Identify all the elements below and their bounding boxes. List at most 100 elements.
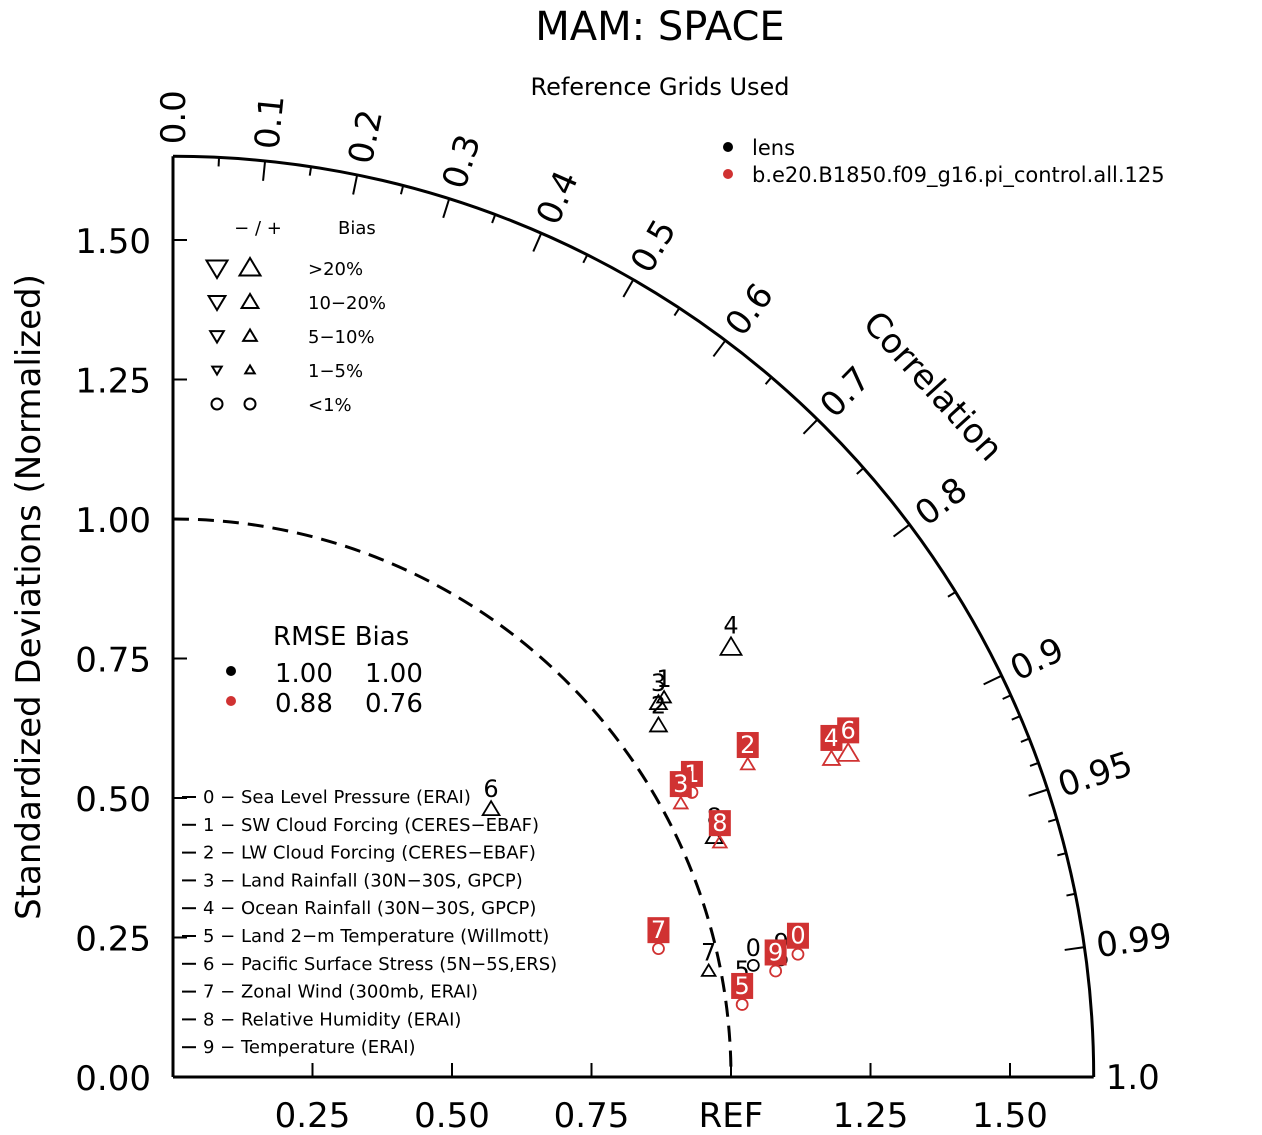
corr-minor-tick bbox=[673, 307, 681, 317]
x-tick-label: 0.50 bbox=[414, 1096, 490, 1135]
corr-major-tick bbox=[622, 279, 635, 298]
data-point-label-box bbox=[764, 939, 787, 966]
y-tick-label: 0.50 bbox=[75, 780, 151, 820]
data-point-label-box bbox=[820, 724, 843, 751]
data-marker-circle bbox=[735, 998, 749, 1011]
corr-tick-label: 0.4 bbox=[529, 165, 587, 231]
variable-list: 0 − Sea Level Pressure (ERAI) 1 − SW Clou… bbox=[182, 787, 557, 1058]
stats-bias: 0.76 bbox=[365, 689, 423, 719]
corr-major-tick bbox=[352, 174, 359, 195]
bias-key-label: 5−10% bbox=[308, 327, 375, 348]
corr-major-tick bbox=[442, 198, 451, 219]
stats-marker bbox=[226, 666, 236, 676]
corr-major-tick bbox=[1064, 946, 1085, 951]
data-point-label-box bbox=[708, 810, 731, 837]
y-tick-label: 0.00 bbox=[75, 1059, 151, 1099]
corr-major-tick bbox=[1028, 788, 1048, 797]
corr-major-tick bbox=[712, 339, 727, 358]
data-point-label-box bbox=[736, 732, 759, 759]
data-marker-triangle bbox=[739, 756, 757, 771]
corr-tick-label: 0.2 bbox=[341, 106, 391, 167]
legend-label: lens bbox=[752, 136, 795, 160]
y-axis-ticks: 0.00 0.25 0.50 0.75 1.00 1.25 1.50 bbox=[75, 222, 187, 1099]
data-point-label: 6 bbox=[483, 775, 498, 803]
reference-arc bbox=[172, 517, 733, 1078]
variable-item: 1 − SW Cloud Forcing (CERES−EBAF) bbox=[203, 815, 539, 836]
corr-minor-tick bbox=[1011, 715, 1021, 721]
bias-key: − / + Bias >20% 10−20% 5−10% 1−5% <1% bbox=[204, 218, 386, 416]
data-point-label-box bbox=[837, 717, 860, 744]
data-marker-circle bbox=[746, 959, 760, 972]
data-point-label: 2 bbox=[740, 731, 755, 759]
data-point-label: 7 bbox=[701, 938, 716, 966]
data-marker-triangle bbox=[655, 689, 673, 704]
data-point-label-box bbox=[731, 972, 754, 999]
bias-key-circle bbox=[243, 397, 257, 411]
data-point-label: 2 bbox=[651, 691, 666, 719]
data-marker-triangle bbox=[648, 715, 669, 733]
data-point-label: 1 bbox=[656, 665, 671, 693]
y-tick-label: 1.50 bbox=[75, 222, 151, 262]
bias-key-up-triangle bbox=[239, 292, 261, 309]
corr-tick-label: 0.3 bbox=[435, 130, 489, 194]
corr-minor-tick bbox=[399, 185, 405, 195]
variable-item: 5 − Land 2−m Temperature (Willmott) bbox=[203, 926, 549, 947]
bias-key-down-triangle bbox=[210, 365, 224, 377]
variable-item: 4 − Ocean Rainfall (30N−30S, GPCP) bbox=[203, 898, 536, 919]
corr-major-tick bbox=[983, 674, 1003, 686]
x-tick-label: REF bbox=[699, 1096, 764, 1135]
plot-frame bbox=[171, 154, 1096, 1079]
corr-minor-tick bbox=[1002, 694, 1012, 700]
bias-key-circle bbox=[210, 397, 224, 411]
y-tick-label: 0.75 bbox=[75, 641, 151, 681]
data-point-label: 0 bbox=[746, 934, 761, 962]
corr-tick-label: 0.99 bbox=[1094, 916, 1175, 966]
corr-major-tick bbox=[262, 160, 267, 181]
bias-key-up-triangle bbox=[243, 363, 257, 375]
legend-marker bbox=[723, 142, 733, 152]
corr-minor-tick bbox=[856, 467, 865, 475]
corr-tick-label: 0.7 bbox=[812, 359, 878, 426]
y-axis-label: Standardized Deviations (Normalized) bbox=[9, 274, 49, 920]
data-marker-triangle bbox=[700, 962, 718, 977]
data-point-label: 6 bbox=[841, 716, 856, 744]
corr-major-tick bbox=[532, 232, 543, 252]
data-point-label-box bbox=[786, 922, 809, 949]
x-tick-label: 1.50 bbox=[972, 1096, 1048, 1135]
variable-item: 9 − Temperature (ERAI) bbox=[203, 1037, 416, 1058]
data-point-label: 9 bbox=[768, 938, 783, 966]
stats-bias: 1.00 bbox=[365, 659, 423, 689]
data-point-label-box bbox=[669, 771, 692, 798]
variable-item: 0 − Sea Level Pressure (ERAI) bbox=[203, 787, 471, 808]
data-points: 01234567890123456789 bbox=[481, 611, 861, 1011]
corr-minor-tick bbox=[582, 254, 589, 264]
bias-key-up-triangle bbox=[241, 327, 259, 342]
legend-marker bbox=[723, 169, 733, 179]
data-marker-circle bbox=[769, 964, 783, 978]
corr-minor-tick bbox=[764, 376, 773, 385]
corr-minor-tick bbox=[1057, 852, 1067, 857]
data-marker-triangle bbox=[648, 693, 669, 711]
chart-title: MAM: SPACE bbox=[535, 4, 784, 50]
y-tick-label: 1.00 bbox=[75, 501, 151, 541]
corr-major-tick bbox=[892, 523, 911, 538]
data-marker-triangle bbox=[481, 799, 502, 817]
x-tick-label: 0.75 bbox=[554, 1096, 630, 1135]
variable-item: 3 − Land Rainfall (30N−30S, GPCP) bbox=[203, 870, 523, 891]
bias-key-label: 1−5% bbox=[308, 361, 363, 382]
correlation-axis-label: Correlation bbox=[855, 304, 1011, 470]
data-point-label-box bbox=[647, 917, 670, 944]
data-point-label: 7 bbox=[651, 916, 666, 944]
corr-tick-label: 0.5 bbox=[623, 213, 685, 280]
corr-minor-tick bbox=[491, 214, 497, 224]
chart-subtitle: Reference Grids Used bbox=[530, 73, 789, 101]
stats-rmse: 1.00 bbox=[275, 659, 333, 689]
bias-key-label: >20% bbox=[308, 259, 363, 280]
corr-tick-label: 0.95 bbox=[1053, 744, 1137, 806]
variable-item: 7 − Zonal Wind (300mb, ERAI) bbox=[203, 982, 478, 1003]
y-tick-label: 0.25 bbox=[75, 920, 151, 960]
data-marker-circle bbox=[652, 942, 665, 956]
data-point-label: 0 bbox=[790, 922, 805, 950]
bias-key-down-triangle bbox=[206, 295, 228, 312]
stats-header: RMSE Bias bbox=[273, 622, 409, 652]
